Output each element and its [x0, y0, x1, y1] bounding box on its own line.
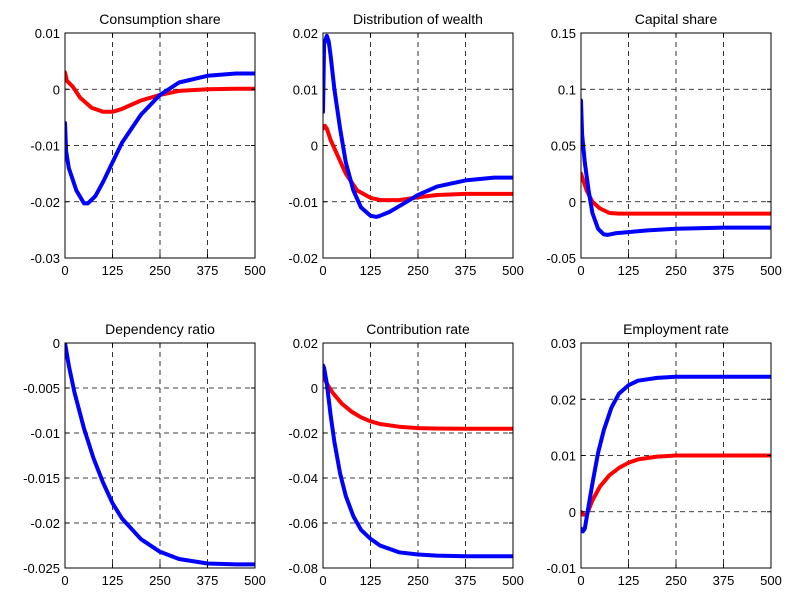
x-tick-label: 250 — [149, 573, 171, 588]
x-tick-label: 0 — [61, 263, 68, 278]
subplot-2: 0 125 250 375 500 -0.02 -0.01 0 0.01 0.02 Distribu… — [288, 11, 523, 278]
chart-title: Employment rate — [623, 321, 729, 337]
y-tick-label: -0.02 — [288, 251, 318, 266]
y-tick-label: 0.01 — [551, 449, 576, 464]
x-tick-label: 0 — [577, 573, 584, 588]
y-tick-label: -0.02 — [288, 426, 318, 441]
x-tick-label: 500 — [502, 573, 524, 588]
x-tick-label: 125 — [360, 573, 382, 588]
x-tick-label: 375 — [713, 263, 735, 278]
y-tick-label: 0.1 — [558, 82, 576, 97]
y-tick-label: -0.01 — [30, 426, 60, 441]
y-tick-label: 0 — [53, 336, 60, 351]
series-line-2 — [323, 363, 513, 559]
y-tick-label: 0.03 — [551, 336, 576, 351]
x-tick-label: 250 — [665, 263, 687, 278]
x-tick-label: 375 — [713, 573, 735, 588]
chart-title: Contribution rate — [366, 321, 470, 337]
x-tick-label: 0 — [577, 263, 584, 278]
y-tick-label: -0.02 — [30, 516, 60, 531]
x-tick-label: 250 — [665, 573, 687, 588]
chart-title: Capital share — [635, 11, 718, 27]
y-tick-label: 0 — [569, 195, 576, 210]
chart-title: Consumption share — [99, 11, 221, 27]
y-tick-label: -0.04 — [288, 471, 318, 486]
y-tick-label: 0 — [53, 82, 60, 97]
x-tick-label: 500 — [760, 573, 782, 588]
x-tick-label: 125 — [360, 263, 382, 278]
y-tick-label: 0 — [311, 139, 318, 154]
x-tick-label: 375 — [455, 573, 477, 588]
series-line-1 — [65, 70, 255, 114]
subplot-1: 0 125 250 375 500 -0.03 -0.02 -0.01 0 0.01 Consump… — [30, 11, 265, 278]
y-tick-label: -0.025 — [23, 561, 60, 576]
x-tick-label: 125 — [102, 573, 124, 588]
x-tick-label: 0 — [319, 263, 326, 278]
series-line-2 — [65, 71, 255, 206]
x-tick-label: 500 — [760, 263, 782, 278]
y-tick-label: 0 — [569, 505, 576, 520]
subplot-4: 0 125 250 375 500 -0.025 -0.02 -0.015 -0.01 -0.00… — [23, 321, 266, 588]
y-tick-label: -0.01 — [288, 195, 318, 210]
y-tick-label: -0.01 — [546, 561, 576, 576]
y-tick-label: 0.02 — [293, 336, 318, 351]
x-tick-label: 250 — [149, 263, 171, 278]
series-line-1 — [323, 123, 513, 203]
x-tick-label: 500 — [244, 573, 266, 588]
x-tick-label: 0 — [319, 573, 326, 588]
x-tick-label: 125 — [618, 573, 640, 588]
subplot-6: 0 125 250 375 500-0.0100.010.020.03Employmen… — [546, 321, 781, 588]
series-line-1 — [323, 372, 513, 431]
x-tick-label: 250 — [407, 263, 429, 278]
y-tick-label: -0.005 — [23, 381, 60, 396]
y-tick-label: -0.03 — [30, 251, 60, 266]
y-tick-label: 0 — [311, 381, 318, 396]
x-tick-label: 500 — [244, 263, 266, 278]
y-tick-label: 0.05 — [551, 139, 576, 154]
y-tick-label: 0.15 — [551, 26, 576, 41]
x-tick-label: 125 — [618, 263, 640, 278]
series-line-2 — [581, 98, 771, 237]
series-line-2 — [323, 33, 513, 219]
y-tick-label: 0.01 — [293, 82, 318, 97]
x-tick-label: 125 — [102, 263, 124, 278]
x-tick-label: 375 — [197, 263, 219, 278]
y-tick-label: -0.02 — [30, 195, 60, 210]
subplot-5: 0 125 250 375 500 -0.08 -0.06 -0.04 -0.02 0 0.02 Co… — [288, 321, 523, 588]
y-tick-label: 0.02 — [551, 392, 576, 407]
x-tick-label: 500 — [502, 263, 524, 278]
y-tick-label: 0.01 — [35, 26, 60, 41]
series-line-1 — [581, 171, 771, 216]
series-line-1 — [65, 343, 255, 567]
y-tick-label: -0.06 — [288, 516, 318, 531]
x-tick-label: 250 — [407, 573, 429, 588]
y-tick-label: -0.015 — [23, 471, 60, 486]
y-tick-label: 0.02 — [293, 26, 318, 41]
series-line-2 — [581, 374, 771, 534]
y-tick-label: -0.01 — [30, 139, 60, 154]
y-tick-label: -0.08 — [288, 561, 318, 576]
x-tick-label: 375 — [197, 573, 219, 588]
x-tick-label: 0 — [61, 573, 68, 588]
chart-title: Dependency ratio — [105, 321, 215, 337]
x-tick-label: 375 — [455, 263, 477, 278]
chart-title: Distribution of wealth — [353, 11, 483, 27]
y-tick-label: -0.05 — [546, 251, 576, 266]
